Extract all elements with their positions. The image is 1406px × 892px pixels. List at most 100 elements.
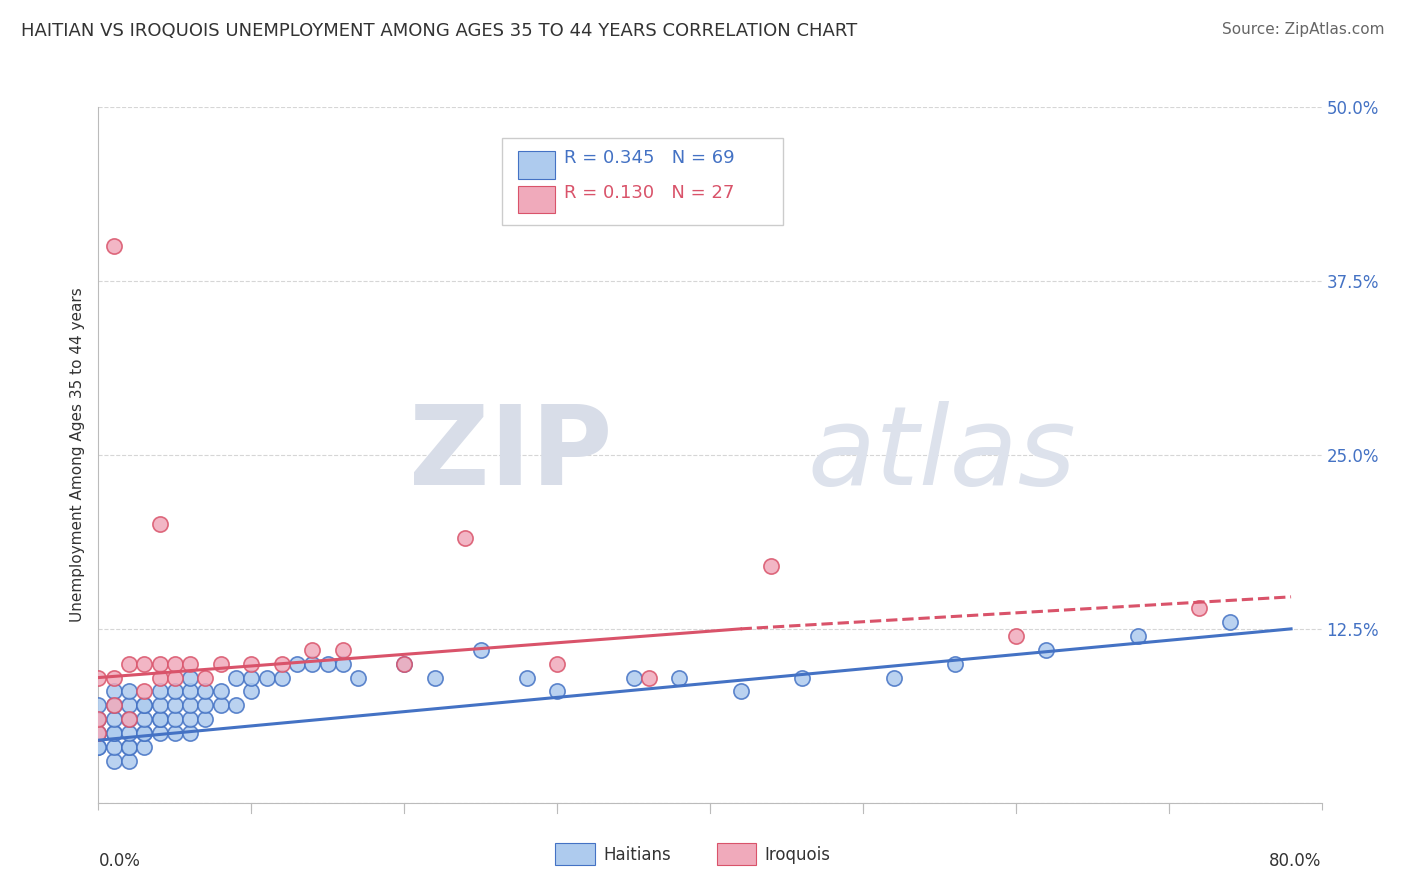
Point (332, 642, 354, 657)
Point (270, 671, 292, 685)
Point (103, 754, 125, 768)
Point (943, 657, 966, 671)
Point (759, 559, 782, 574)
Point (256, 671, 278, 685)
Point (87, 726, 110, 740)
Point (103, 698, 125, 713)
Point (149, 698, 172, 713)
Point (179, 671, 201, 685)
Point (163, 657, 186, 671)
Point (87, 726, 110, 740)
Point (470, 642, 492, 657)
Point (87, 740, 110, 755)
Text: HAITIAN VS IROQUOIS UNEMPLOYMENT AMONG AGES 35 TO 44 YEARS CORRELATION CHART: HAITIAN VS IROQUOIS UNEMPLOYMENT AMONG A… (21, 22, 858, 40)
Point (1219, 615, 1241, 629)
Point (316, 657, 339, 671)
Point (1004, 629, 1026, 643)
Point (149, 517, 172, 532)
Point (134, 684, 156, 698)
Point (134, 740, 156, 755)
Point (103, 698, 125, 713)
Point (301, 642, 323, 657)
Point (118, 740, 141, 755)
Point (285, 657, 308, 671)
Point (134, 698, 156, 713)
Point (87, 712, 110, 726)
Point (163, 698, 186, 713)
Point (301, 657, 323, 671)
Point (1188, 601, 1211, 615)
Point (87, 740, 110, 755)
Point (546, 657, 568, 671)
Point (790, 671, 813, 685)
Point (118, 712, 141, 726)
FancyBboxPatch shape (502, 138, 783, 226)
Point (134, 712, 156, 726)
Point (240, 671, 263, 685)
Point (209, 684, 232, 698)
Point (623, 671, 645, 685)
Point (179, 712, 201, 726)
Text: R = 0.130   N = 27: R = 0.130 N = 27 (564, 184, 735, 202)
Point (163, 671, 186, 685)
Point (194, 671, 217, 685)
Text: Haitians: Haitians (603, 846, 671, 863)
Point (149, 712, 172, 726)
Point (134, 698, 156, 713)
Point (423, 671, 446, 685)
Point (194, 712, 217, 726)
Point (637, 671, 661, 685)
Point (392, 657, 416, 671)
Point (134, 726, 156, 740)
Point (1035, 642, 1057, 657)
Point (454, 532, 477, 546)
Point (1128, 629, 1150, 643)
Point (179, 684, 201, 698)
Point (392, 657, 416, 671)
Point (103, 712, 125, 726)
Text: Source: ZipAtlas.com: Source: ZipAtlas.com (1222, 22, 1385, 37)
Point (118, 684, 141, 698)
Bar (517, 151, 555, 178)
Point (240, 684, 263, 698)
Point (209, 657, 232, 671)
Point (179, 698, 201, 713)
Text: 0.0%: 0.0% (98, 852, 141, 870)
Point (118, 726, 141, 740)
Point (179, 726, 201, 740)
Point (194, 684, 217, 698)
Point (103, 239, 125, 253)
Point (118, 712, 141, 726)
Y-axis label: Unemployment Among Ages 35 to 44 years: Unemployment Among Ages 35 to 44 years (69, 287, 84, 623)
Point (118, 698, 141, 713)
Point (103, 726, 125, 740)
Point (209, 698, 232, 713)
Point (163, 684, 186, 698)
Point (163, 726, 186, 740)
Point (103, 671, 125, 685)
Point (149, 684, 172, 698)
Point (149, 712, 172, 726)
Text: 80.0%: 80.0% (1270, 852, 1322, 870)
Point (332, 657, 354, 671)
Text: Iroquois: Iroquois (765, 846, 831, 863)
Point (118, 754, 141, 768)
Point (149, 726, 172, 740)
Point (103, 684, 125, 698)
Point (194, 698, 217, 713)
Point (347, 671, 370, 685)
Text: ZIP: ZIP (409, 401, 612, 508)
Point (87, 698, 110, 713)
Point (225, 671, 247, 685)
Point (118, 657, 141, 671)
Text: atlas: atlas (808, 401, 1077, 508)
Point (240, 657, 263, 671)
Point (87, 671, 110, 685)
Point (149, 671, 172, 685)
Point (163, 712, 186, 726)
Point (103, 740, 125, 755)
Point (270, 657, 292, 671)
Bar (517, 186, 555, 213)
Point (134, 657, 156, 671)
Point (179, 657, 201, 671)
